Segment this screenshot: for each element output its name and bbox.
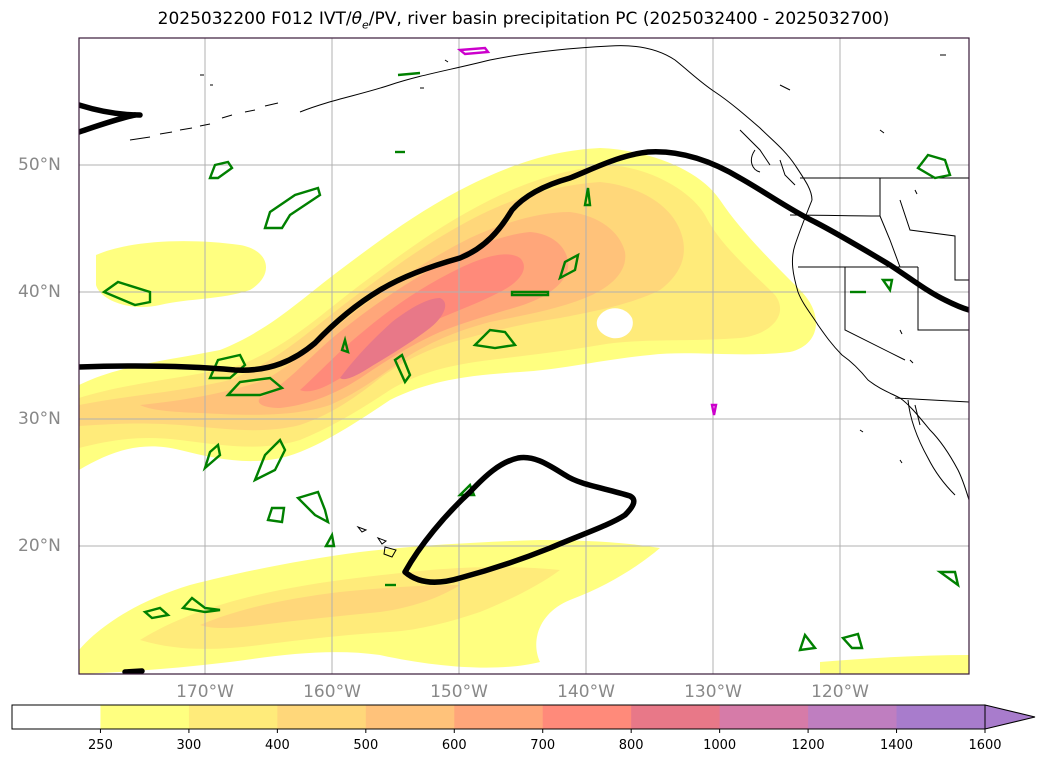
coastlines <box>129 45 969 558</box>
colorbar-cell <box>454 705 544 729</box>
lon-label-130w: 130°W <box>684 682 742 702</box>
ivt-band-250-west <box>96 241 267 308</box>
theta-e-contour-nw2 <box>79 112 138 135</box>
coastline-alaska <box>299 45 813 201</box>
border-idaho-west <box>879 178 901 268</box>
colorbar-cell <box>277 705 367 729</box>
colorbar-cell <box>808 705 898 729</box>
coastline-bc-islands <box>739 129 796 186</box>
pv-contour <box>936 570 960 588</box>
pv-contour <box>397 71 421 77</box>
theta-e-contour-main <box>79 149 969 373</box>
ivt-southeast-250 <box>820 655 969 674</box>
lon-label-140w: 140°W <box>557 682 615 702</box>
ivt-shading-south <box>79 540 969 674</box>
pv-contour <box>180 596 221 614</box>
lon-label-150w: 150°W <box>430 682 488 702</box>
pv-contour <box>880 278 894 293</box>
border-us-mexico <box>894 397 969 403</box>
pv-contour <box>583 187 592 207</box>
colorbar-extend-arrow <box>984 704 1036 730</box>
pv-contour <box>266 506 286 524</box>
pv-contour <box>101 280 152 307</box>
pv-contour <box>208 353 247 380</box>
theta-e-contour-closed <box>402 454 637 585</box>
colorbar-frame <box>11 704 986 730</box>
colorbar-ticks <box>99 729 986 733</box>
colorbar-tick-label: 500 <box>353 738 379 753</box>
colorbar-tick-label: 1000 <box>703 738 737 753</box>
lon-label-170w: 170°W <box>176 682 234 702</box>
map-frame <box>78 37 970 675</box>
pv-contour <box>340 335 350 354</box>
pv-contour <box>557 252 580 281</box>
colorbar-cell <box>719 705 809 729</box>
hawaii-islands <box>356 525 397 558</box>
map-title: 2025032200 F012 IVT/θe/PV, river basin p… <box>157 9 890 32</box>
coastline-baja <box>907 399 956 496</box>
colorbar-tick-label: 600 <box>441 738 467 753</box>
colorbar-cells <box>12 705 986 729</box>
lat-label-40n: 40°N <box>18 282 61 302</box>
ivt-south-400 <box>200 585 460 629</box>
pv-contour-magenta <box>710 403 718 416</box>
pv-contour <box>225 376 285 397</box>
border-nevada-california <box>844 267 906 361</box>
pv-contour <box>798 632 818 652</box>
small-islands <box>200 54 946 464</box>
colorbar-cell <box>542 705 632 729</box>
ivt-shading-main <box>79 148 817 470</box>
pv-contour <box>323 531 336 548</box>
colorbar-tick-label: 1400 <box>879 738 914 753</box>
colorbar <box>11 704 1036 733</box>
pv-contour <box>840 632 864 650</box>
lon-label-120w: 120°W <box>811 682 869 702</box>
colorbar-cell <box>188 705 278 729</box>
map-plot-area <box>79 38 969 674</box>
pv-contour <box>916 153 952 180</box>
pv-contour <box>202 442 222 472</box>
colorbar-tick-label: 400 <box>264 738 290 753</box>
colorbar-tick-label: 300 <box>176 738 202 753</box>
ivt-hole <box>596 308 633 339</box>
lat-label-50n: 50°N <box>18 155 61 175</box>
colorbar-tick-label: 1200 <box>791 738 825 753</box>
pv-contour <box>295 490 330 525</box>
lat-label-20n: 20°N <box>18 536 61 556</box>
border-utah-arizona <box>917 267 969 331</box>
lat-label-30n: 30°N <box>18 409 61 429</box>
pv-contour <box>252 437 287 483</box>
theta-e-contours <box>79 102 969 674</box>
colorbar-cell <box>12 705 101 729</box>
lon-label-160w: 160°W <box>303 682 361 702</box>
colorbar-tick-label: 800 <box>618 738 644 753</box>
colorbar-cell <box>896 705 986 729</box>
colorbar-cell <box>631 705 721 729</box>
ivt-band-800 <box>340 298 446 380</box>
border-montana <box>899 199 969 281</box>
pv-contour <box>393 353 412 385</box>
colorbar-cell <box>365 705 455 729</box>
coastline-aleutians <box>129 102 279 141</box>
pv-contour-magenta <box>456 46 491 56</box>
pv-contours-green <box>101 71 960 652</box>
coastline-west-coast <box>791 199 969 501</box>
pv-contour <box>142 606 171 620</box>
theta-e-contour-sw <box>122 668 145 674</box>
pv-contour <box>510 290 550 297</box>
pv-contour <box>263 186 322 230</box>
colorbar-tick-label: 1600 <box>968 738 1002 753</box>
colorbar-tick-label: 700 <box>530 738 556 753</box>
pv-contour <box>208 160 234 180</box>
pv-contour <box>472 328 518 350</box>
pv-contours-magenta <box>456 46 718 416</box>
colorbar-tick-label: 250 <box>88 738 113 753</box>
colorbar-cell <box>100 705 190 729</box>
